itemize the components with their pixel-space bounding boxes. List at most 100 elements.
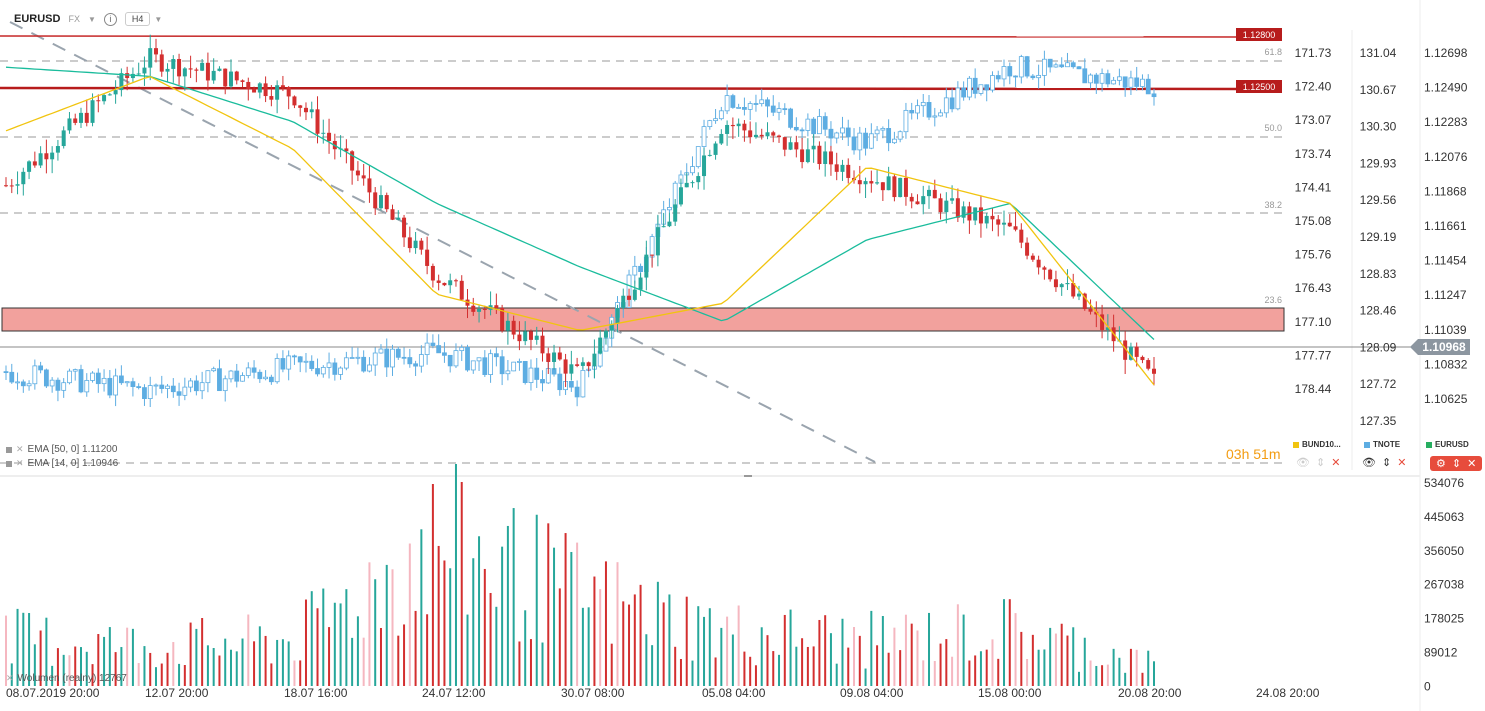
- tnote-body: [632, 265, 638, 276]
- candle-body: [1007, 222, 1012, 227]
- close-icon[interactable]: ✕: [1467, 458, 1477, 470]
- candle-body: [384, 195, 389, 210]
- candle-body: [961, 206, 966, 218]
- tnote-body: [1070, 62, 1076, 68]
- info-icon[interactable]: i: [103, 12, 117, 26]
- bund-tick-label: 177.10: [1295, 315, 1332, 329]
- volume-bar: [772, 651, 775, 686]
- volume-bar: [120, 647, 123, 686]
- candle-body: [875, 182, 880, 184]
- price-tick-label: 1.12076: [1424, 150, 1468, 164]
- candle-body: [609, 323, 614, 331]
- tnote-body: [442, 352, 447, 356]
- tnote-tick-label: 128.09: [1360, 340, 1397, 354]
- candle-body: [177, 59, 182, 77]
- market-label[interactable]: FX: [68, 14, 80, 24]
- volume-bar: [691, 660, 694, 686]
- volume-bar: [310, 591, 313, 686]
- candle-body: [580, 362, 585, 366]
- eye-icon[interactable]: 👁: [1362, 457, 1376, 469]
- volume-bar: [1083, 637, 1086, 686]
- fib-label: 38.2: [1264, 200, 1282, 210]
- fibonacci-levels[interactable]: [0, 60, 1284, 464]
- candle-body: [1053, 279, 1058, 288]
- volume-bar: [391, 569, 394, 686]
- tnote-body: [955, 87, 961, 110]
- compare-bund[interactable]: BUND10...: [1293, 440, 1341, 449]
- reorder-icon[interactable]: ⇕: [1315, 457, 1326, 469]
- tnote-body: [978, 84, 984, 94]
- tnote-body: [897, 131, 903, 140]
- close-icon[interactable]: ✕: [6, 673, 14, 683]
- volume-bar: [529, 639, 532, 686]
- close-icon[interactable]: ✕: [1331, 457, 1341, 469]
- symbol-label[interactable]: EURUSD: [14, 13, 61, 25]
- volume-bar: [489, 592, 492, 686]
- volume-bar: [483, 568, 486, 686]
- eurusd-controls[interactable]: ⚙ ⇕ ✕: [1430, 456, 1483, 471]
- tnote-body: [534, 367, 540, 380]
- volume-bar: [1043, 649, 1046, 686]
- volume-bar: [408, 543, 411, 686]
- volume-bar: [795, 646, 798, 686]
- time-tick-label: 24.07 12:00: [422, 686, 486, 700]
- volume-legend[interactable]: ✕ Wolumen (realny) 12767: [6, 673, 127, 684]
- tnote-body: [828, 128, 834, 139]
- resistance-line-lower[interactable]: [0, 86, 1241, 91]
- tnote-body: [1082, 68, 1088, 84]
- candle-body: [407, 237, 412, 249]
- volume-bar: [979, 651, 982, 686]
- candle-body: [632, 289, 637, 300]
- tnote-controls[interactable]: 👁 ⇕ ✕: [1362, 456, 1406, 469]
- bund-tick-label: 173.74: [1295, 147, 1332, 161]
- candle-body: [638, 277, 643, 290]
- resistance-line-upper[interactable]: [0, 35, 1241, 38]
- tnote-body: [695, 146, 701, 167]
- settings-icon[interactable]: [6, 460, 12, 467]
- candle-body: [759, 134, 764, 137]
- close-icon[interactable]: ✕: [16, 458, 24, 468]
- compare-eurusd[interactable]: EURUSD: [1426, 440, 1469, 449]
- chevron-down-icon[interactable]: ▼: [154, 14, 163, 24]
- tnote-body: [136, 386, 142, 388]
- compare-tnote[interactable]: TNOTE: [1364, 440, 1400, 449]
- candle-body: [857, 180, 862, 185]
- bund-tick-label: 176.43: [1295, 281, 1332, 295]
- volume-bar: [535, 514, 538, 686]
- bund-tick-label: 175.08: [1295, 214, 1332, 228]
- chevron-down-icon[interactable]: ▼: [87, 14, 96, 24]
- reorder-icon[interactable]: ⇕: [1381, 457, 1392, 469]
- close-icon[interactable]: ✕: [16, 444, 24, 454]
- candle-body: [280, 85, 285, 88]
- volume-bar: [97, 634, 100, 686]
- trend-line[interactable]: [9, 21, 876, 463]
- close-icon[interactable]: ✕: [1397, 457, 1407, 469]
- bund-controls[interactable]: 👁 ⇕ ✕: [1296, 456, 1340, 469]
- price-tick-label: 1.12698: [1424, 46, 1468, 60]
- ema-50-legend[interactable]: ✕ EMA [50, 0] 1.11200: [6, 444, 117, 455]
- tnote-body: [949, 97, 955, 110]
- reorder-icon[interactable]: ⇕: [1451, 458, 1462, 470]
- settings-icon[interactable]: [6, 446, 12, 453]
- tnote-body: [90, 372, 95, 381]
- tnote-body: [176, 391, 182, 396]
- settings-icon[interactable]: ⚙: [1436, 458, 1446, 470]
- volume-bar: [1026, 659, 1029, 686]
- support-zone[interactable]: [1, 307, 1285, 332]
- tnote-body: [966, 77, 972, 98]
- volume-bar: [708, 608, 711, 686]
- volume-bar: [460, 482, 463, 686]
- tnote-body: [1001, 66, 1007, 80]
- volume-bar: [68, 655, 71, 686]
- volume-bar: [604, 561, 607, 686]
- volume-bar: [737, 605, 740, 686]
- tnote-body: [765, 99, 770, 107]
- tnote-tick-label: 127.35: [1360, 414, 1397, 428]
- volume-bar: [212, 648, 215, 686]
- tnote-body: [943, 97, 949, 114]
- candle-body: [67, 118, 72, 131]
- timeframe-select[interactable]: H4: [124, 12, 151, 26]
- eye-icon[interactable]: 👁: [1296, 457, 1310, 469]
- ema-14-legend[interactable]: ✕ EMA [14, 0] 1.10946: [6, 458, 118, 469]
